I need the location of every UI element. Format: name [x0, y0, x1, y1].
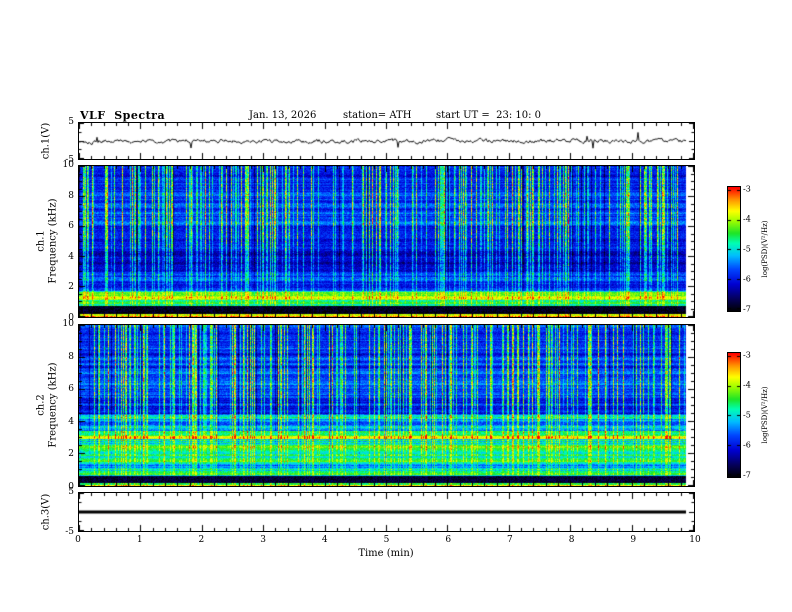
ch1-frequency-tick-label: 0: [68, 313, 74, 323]
ch2-frequency-tick-label: 4: [68, 416, 74, 427]
x-tick-label: 3: [260, 535, 266, 545]
colorbar-ch2-canvas: [728, 353, 740, 477]
figure-station: station= ATH: [343, 110, 412, 121]
ch3-voltage-tick-label: 5: [68, 487, 74, 497]
ch3-voltage-tick-label: -5: [65, 527, 74, 537]
colorbar-tick-label: -4: [743, 214, 751, 224]
x-tick-label: 1: [136, 535, 143, 545]
ch2-spectrogram-canvas: [79, 325, 694, 486]
x-tick-label: 2: [198, 535, 205, 545]
colorbar-tick-label: -3: [743, 350, 751, 360]
ch1-frequency-tick-label: 6: [68, 221, 74, 232]
colorbar-ch2-label: log(PSD)(V²/Hz): [761, 386, 769, 444]
ch2-spectrogram-panel: [78, 324, 695, 487]
ch1-frequency-tick-label: 2: [68, 282, 74, 293]
ch1-spectrogram-axis-label-frequency: Frequency (kHz): [47, 198, 59, 284]
ch1-waveform-canvas: [79, 123, 694, 159]
ch1-spectrogram-canvas: [79, 166, 694, 317]
x-tick-label: 6: [445, 535, 452, 545]
ch1-voltage-axis-label: ch.1(V): [40, 122, 52, 160]
x-tick-label: 0: [75, 535, 81, 545]
x-tick-label: 4: [321, 535, 328, 545]
colorbar-tick-label: -6: [743, 274, 751, 284]
ch3-waveform-panel: [78, 492, 695, 532]
ch1-voltage-tick-label: -5: [65, 155, 74, 165]
colorbar-tick-label: -5: [743, 244, 751, 254]
colorbar-tick-label: -7: [743, 470, 751, 480]
colorbar-ch1-canvas: [728, 187, 740, 311]
figure-title: VLF Spectra: [80, 109, 166, 122]
x-tick-label: 8: [568, 535, 575, 545]
colorbar-ch1: [727, 186, 741, 312]
ch3-waveform-canvas: [79, 493, 694, 531]
ch2-spectrogram-axis-label-channel: ch.2: [35, 394, 47, 416]
x-tick-label: 7: [507, 535, 513, 545]
colorbar-ch2: [727, 352, 741, 478]
figure-date: Jan. 13, 2026: [249, 110, 317, 121]
ch1-waveform-panel: [78, 122, 695, 160]
ch2-frequency-tick-label: 2: [68, 449, 74, 460]
colorbar-ch1-label: log(PSD)(V²/Hz): [761, 220, 769, 278]
x-tick-label: 9: [630, 535, 637, 545]
ch1-frequency-tick-label: 8: [68, 190, 74, 201]
ch2-frequency-tick-label: 10: [62, 319, 74, 329]
ch3-voltage-axis-label: ch.3(V): [40, 493, 52, 531]
colorbar-tick-label: -7: [743, 304, 751, 314]
colorbar-tick-label: -4: [743, 380, 751, 390]
ch1-spectrogram-axis-label-channel: ch.1: [35, 230, 47, 252]
ch2-frequency-tick-label: 0: [68, 482, 74, 492]
colorbar-tick-label: -3: [743, 184, 751, 194]
ch2-frequency-tick-label: 8: [68, 351, 74, 362]
ch1-voltage-tick-label: 5: [68, 117, 74, 127]
ch1-frequency-tick-label: 4: [68, 251, 74, 262]
ch2-spectrogram-axis-label-frequency: Frequency (kHz): [47, 362, 59, 448]
figure-start-ut: start UT = 23: 10: 0: [436, 110, 542, 121]
ch2-frequency-tick-label: 6: [68, 384, 74, 395]
time-axis-label: Time (min): [358, 548, 414, 559]
ch1-spectrogram-panel: [78, 165, 695, 318]
x-tick-label: 5: [383, 535, 390, 545]
colorbar-tick-label: -5: [743, 410, 751, 420]
ch1-frequency-tick-label: 10: [62, 160, 74, 170]
colorbar-tick-label: -6: [743, 440, 751, 450]
x-tick-label: 10: [689, 535, 701, 545]
